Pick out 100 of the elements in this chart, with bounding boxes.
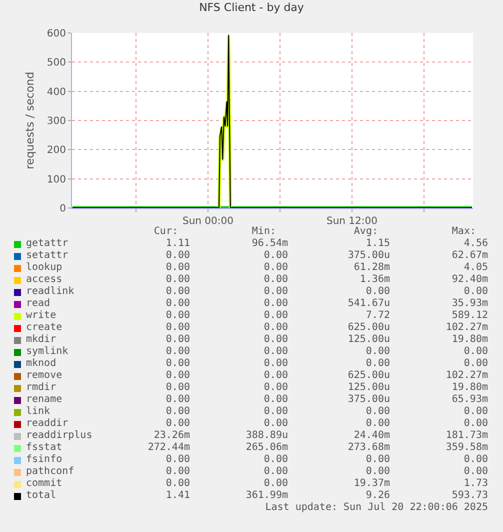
x-tick-label: Sun 12:00 <box>326 216 378 227</box>
text: 0.00 <box>166 406 190 418</box>
y-tick-label: 500 <box>46 58 66 69</box>
text: 0.00 <box>464 454 488 466</box>
text: 125.00u <box>348 382 390 394</box>
text: 24.40m <box>354 430 390 442</box>
text: 0.00 <box>166 454 190 466</box>
text: 0.00 <box>264 370 288 382</box>
text: 0.00 <box>366 466 390 478</box>
legend-label: getattr <box>26 238 68 250</box>
text: 1.36m <box>360 274 390 286</box>
text: 589.12 <box>452 310 488 322</box>
text: 375.00u <box>348 250 390 262</box>
text: 0.00 <box>366 346 390 358</box>
legend-label: commit <box>26 478 62 490</box>
text: 0.00 <box>464 418 488 430</box>
text: 593.73 <box>452 490 488 502</box>
text: 0.00 <box>264 418 288 430</box>
text: 0.00 <box>166 262 190 274</box>
text: 9.26 <box>366 490 390 502</box>
text: 19.80m <box>452 382 488 394</box>
text: 0.00 <box>166 286 190 298</box>
text: 0.00 <box>166 358 190 370</box>
text: 1.11 <box>166 238 190 250</box>
text: 0.00 <box>264 406 288 418</box>
text: Min: <box>252 226 276 238</box>
text: 0.00 <box>464 346 488 358</box>
text: 0.00 <box>264 310 288 322</box>
y-tick-label: 100 <box>46 174 66 186</box>
chart-title: NFS Client - by day <box>199 1 304 14</box>
legend-label: link <box>26 406 50 418</box>
legend-label: rename <box>26 394 62 406</box>
text: 0.00 <box>166 394 190 406</box>
text: 265.06m <box>246 442 288 454</box>
text: 0.00 <box>264 322 288 334</box>
y-tick-label: 300 <box>46 116 66 127</box>
text: 0.00 <box>264 262 288 274</box>
text: 125.00u <box>348 334 390 346</box>
text: 625.00u <box>348 322 390 334</box>
text: 181.73m <box>446 430 488 442</box>
text: 0.00 <box>366 286 390 298</box>
legend-label: read <box>26 298 50 310</box>
text: 0.00 <box>166 370 190 382</box>
text: 0.00 <box>264 346 288 358</box>
text: 0.00 <box>166 334 190 346</box>
text: Last update: Sun Jul 20 22:00:06 2025 <box>265 502 488 514</box>
x-tick-label: Sun 00:00 <box>182 216 234 227</box>
text: 0.00 <box>464 466 488 478</box>
legend-label: setattr <box>26 250 68 262</box>
legend-label: readlink <box>26 286 74 298</box>
y-tick-label: 400 <box>46 86 66 98</box>
legend-label: mkdir <box>26 334 56 346</box>
text: 0.00 <box>166 382 190 394</box>
text: 359.58m <box>446 442 488 454</box>
text: Cur: <box>154 226 178 238</box>
legend-label: access <box>26 274 62 286</box>
text: 96.54m <box>252 238 288 250</box>
text: 375.00u <box>348 394 390 406</box>
legend-label: total <box>26 490 56 502</box>
legend-label: readdir <box>26 418 68 430</box>
text: 0.00 <box>366 418 390 430</box>
text: 19.37m <box>354 478 390 490</box>
text: 62.67m <box>452 250 488 262</box>
text: 0.00 <box>264 394 288 406</box>
text: 4.05 <box>464 262 488 274</box>
text: 0.00 <box>166 346 190 358</box>
legend-label: fsinfo <box>26 454 62 466</box>
text: 0.00 <box>166 322 190 334</box>
text: 0.00 <box>166 274 190 286</box>
text: 0.00 <box>264 298 288 310</box>
legend-label: readdirplus <box>26 430 92 442</box>
text: 0.00 <box>464 406 488 418</box>
legend-label: symlink <box>26 346 68 358</box>
text: 0.00 <box>464 358 488 370</box>
text: 388.89u <box>246 430 288 442</box>
text: 0.00 <box>166 466 190 478</box>
text: 1.41 <box>166 490 190 502</box>
text: 1.15 <box>366 238 390 250</box>
legend-label: mknod <box>26 358 56 370</box>
text: 0.00 <box>366 406 390 418</box>
text: 0.00 <box>264 250 288 262</box>
text: 0.00 <box>264 382 288 394</box>
y-tick-label: 600 <box>46 28 66 40</box>
text: 0.00 <box>166 298 190 310</box>
text: 0.00 <box>166 418 190 430</box>
text: 0.00 <box>166 478 190 490</box>
text: 625.00u <box>348 370 390 382</box>
text: 0.00 <box>166 310 190 322</box>
legend-label: fsstat <box>26 442 62 454</box>
text: 0.00 <box>264 274 288 286</box>
y-tick-label: 0 <box>60 204 66 214</box>
text: Max: <box>452 226 476 238</box>
text: 0.00 <box>366 358 390 370</box>
text: 272.44m <box>148 442 190 454</box>
text: Avg: <box>354 226 378 238</box>
text: 65.93m <box>452 394 488 406</box>
legend-label: remove <box>26 370 62 382</box>
line-series <box>72 34 472 208</box>
text: 541.67u <box>348 298 390 310</box>
legend-label: create <box>26 322 62 334</box>
